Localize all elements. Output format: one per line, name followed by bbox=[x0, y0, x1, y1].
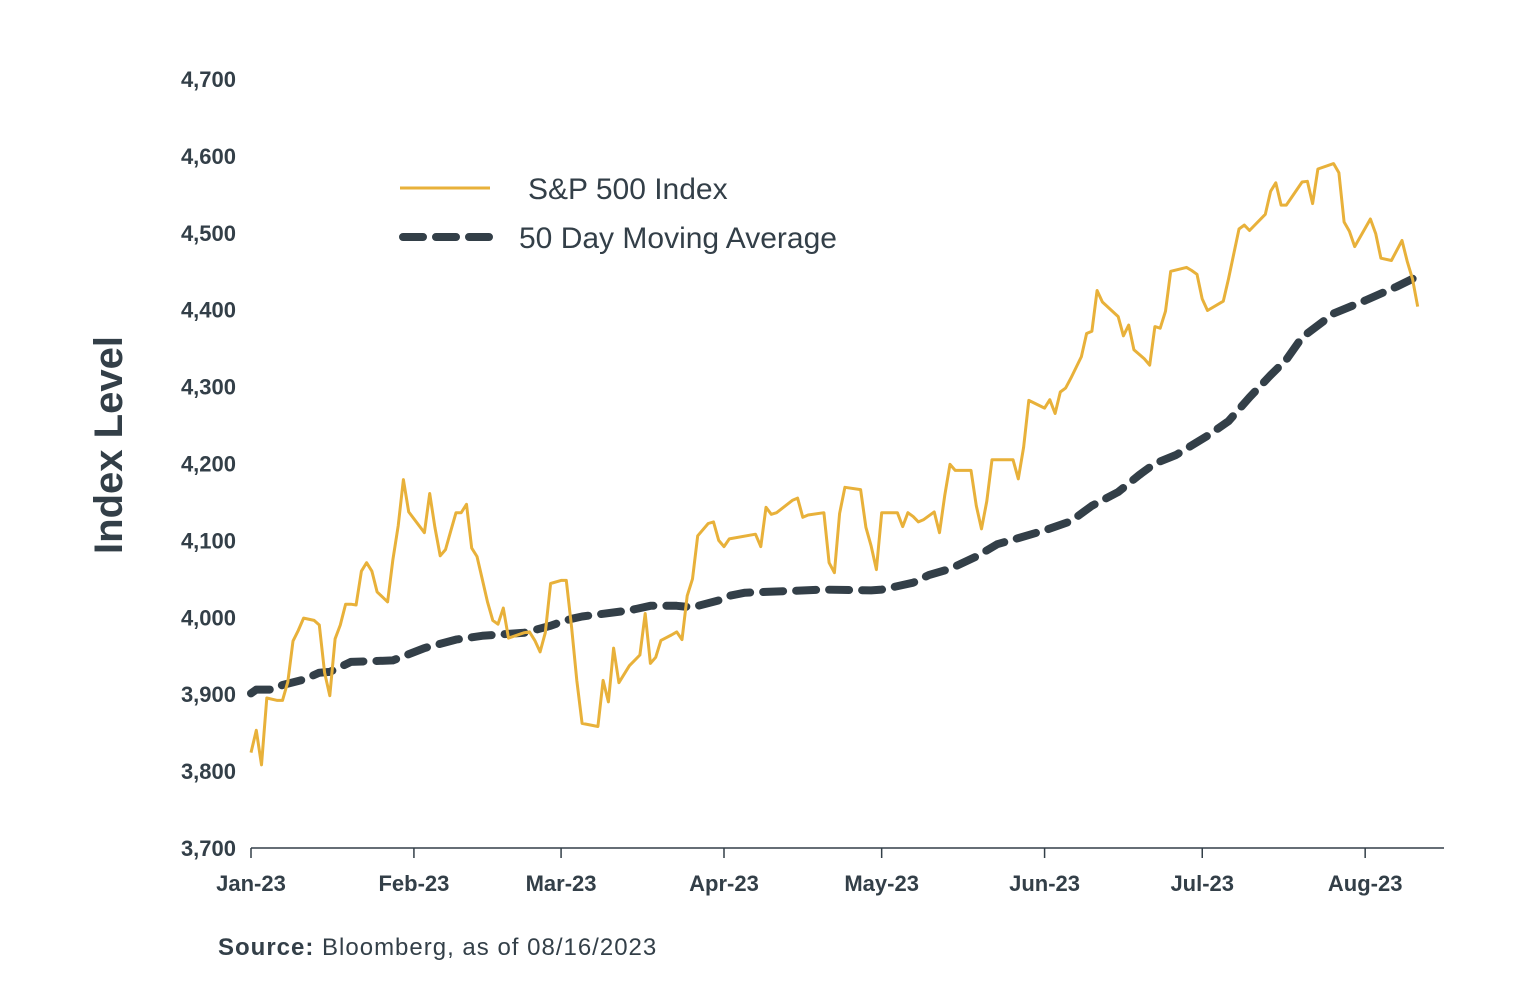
x-axis-ticks: Jan-23 Feb-23 Mar-23 Apr-23 May-23 Jun-23 Jul-… bbox=[216, 848, 1402, 896]
source-note: Source: Bloomberg, as of 08/16/2023 bbox=[218, 934, 657, 962]
y-tick-label: 4,100 bbox=[181, 528, 236, 553]
source-text: Bloomberg, as of 08/16/2023 bbox=[314, 934, 658, 961]
legend-label-sp500: S&P 500 Index bbox=[528, 173, 728, 206]
x-tick-label: Feb-23 bbox=[378, 871, 449, 896]
source-label: Source: bbox=[218, 934, 315, 961]
y-axis-title: Index Level bbox=[87, 336, 131, 554]
y-tick-label: 3,900 bbox=[181, 682, 236, 707]
y-tick-label: 4,300 bbox=[181, 375, 236, 400]
y-tick-label: 3,700 bbox=[181, 836, 236, 861]
y-tick-label: 4,400 bbox=[181, 298, 236, 323]
x-tick-label: Jun-23 bbox=[1009, 871, 1080, 896]
y-tick-label: 4,500 bbox=[181, 221, 236, 246]
x-tick-label: May-23 bbox=[844, 871, 919, 896]
legend-item-moving-average: 50 Day Moving Average bbox=[399, 222, 837, 255]
series-line-sp500 bbox=[249, 162, 1420, 767]
y-tick-label: 4,600 bbox=[181, 144, 236, 169]
series-line-moving-average bbox=[247, 270, 1422, 698]
y-tick-label: 4,200 bbox=[181, 452, 236, 477]
series-layer bbox=[247, 162, 1422, 767]
y-tick-label: 4,700 bbox=[181, 67, 236, 92]
x-tick-label: Aug-23 bbox=[1328, 871, 1403, 896]
x-tick-label: Jan-23 bbox=[216, 871, 286, 896]
y-axis-ticks: 3,700 3,800 3,900 4,000 4,100 4,200 4,300 4,400… bbox=[181, 67, 236, 861]
x-tick-label: Mar-23 bbox=[526, 871, 597, 896]
y-tick-label: 3,800 bbox=[181, 759, 236, 784]
x-tick-label: Jul-23 bbox=[1170, 871, 1234, 896]
legend: S&P 500 Index 50 Day Moving Average bbox=[399, 173, 837, 255]
legend-label-moving-average: 50 Day Moving Average bbox=[519, 222, 837, 255]
legend-item-sp500: S&P 500 Index bbox=[400, 173, 728, 206]
y-tick-label: 4,000 bbox=[181, 605, 236, 630]
x-tick-label: Apr-23 bbox=[689, 871, 759, 896]
